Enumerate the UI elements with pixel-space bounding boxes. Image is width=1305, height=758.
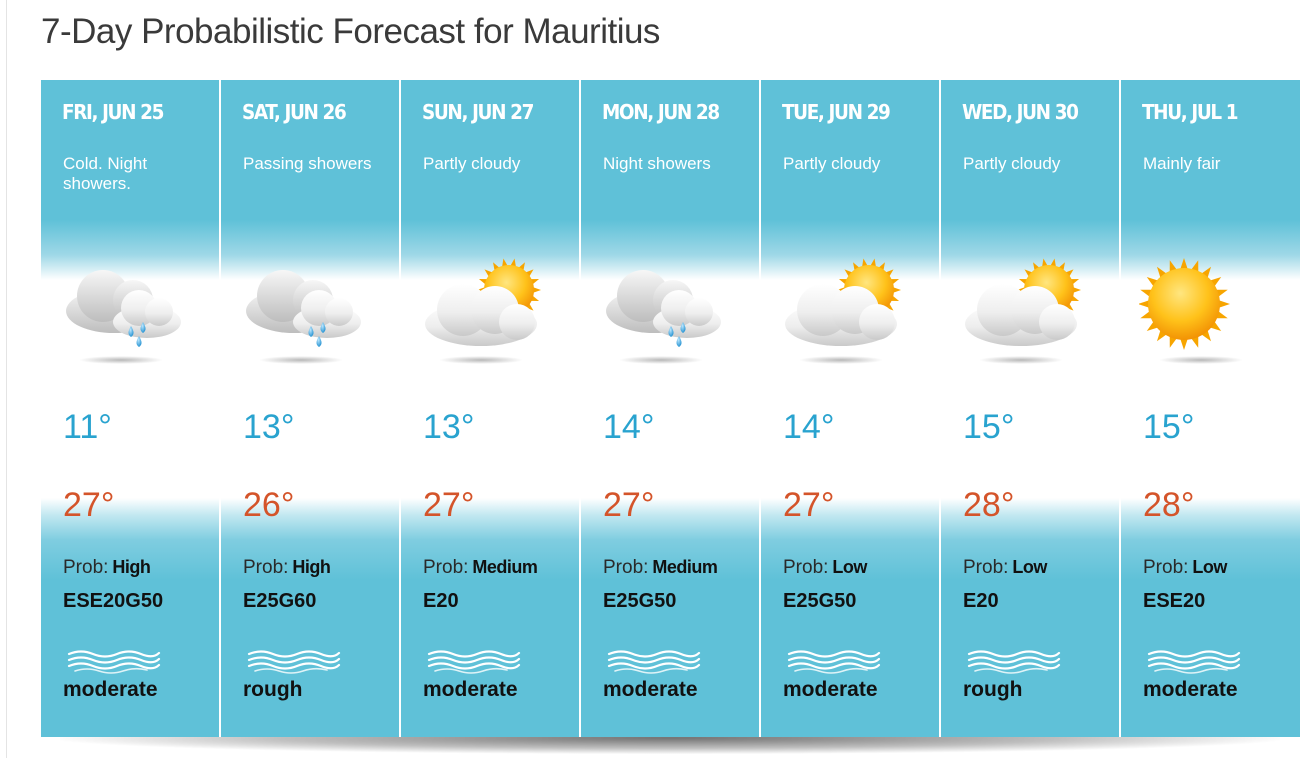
high-temperature: 27° — [423, 486, 475, 524]
page-title: 7-Day Probabilistic Forecast for Mauriti… — [41, 12, 660, 51]
probability-label: Prob: — [783, 557, 829, 578]
low-temperature: 14° — [783, 408, 835, 446]
sea-state: moderate — [423, 678, 518, 701]
day-description: Passing showers — [243, 154, 372, 173]
wind: E20 — [963, 590, 999, 612]
sea-state: rough — [963, 678, 1023, 701]
sea-wave-icon — [427, 650, 521, 674]
probability-label: Prob: — [423, 557, 469, 578]
high-temperature: 27° — [783, 486, 835, 524]
sea-state: moderate — [783, 678, 878, 701]
probability: Prob: High — [63, 557, 151, 579]
sea-state: rough — [243, 678, 303, 701]
high-temperature: 27° — [603, 486, 655, 524]
wind: E25G50 — [603, 590, 677, 612]
probability-label: Prob: — [963, 557, 1009, 578]
sea-wave-icon — [247, 650, 341, 674]
low-temperature: 15° — [963, 408, 1015, 446]
probability-value: Medium — [472, 557, 538, 577]
day-description: Night showers — [603, 154, 711, 173]
day-name: SAT, JUN 26 — [242, 100, 347, 124]
low-temperature: 13° — [243, 408, 295, 446]
probability-label: Prob: — [603, 557, 649, 578]
high-temperature: 28° — [1143, 486, 1195, 524]
wind: ESE20 — [1143, 590, 1206, 612]
day-description: Partly cloudy — [423, 154, 521, 173]
probability-label: Prob: — [63, 557, 109, 578]
sea-wave-icon — [1147, 650, 1241, 674]
panel-shadow — [60, 734, 1280, 754]
cloud-rain-icon — [239, 256, 369, 366]
low-temperature: 14° — [603, 408, 655, 446]
sea-state: moderate — [1143, 678, 1238, 701]
sea-wave-icon — [787, 650, 881, 674]
high-temperature: 28° — [963, 486, 1015, 524]
wind: E20 — [423, 590, 459, 612]
cloud-rain-icon — [59, 256, 189, 366]
day-name: MON, JUN 28 — [602, 100, 720, 124]
sea-wave-icon — [607, 650, 701, 674]
day-description: Cold. Night showers. — [63, 154, 148, 193]
probability: Prob: Low — [1143, 557, 1227, 579]
probability: Prob: Low — [963, 557, 1047, 579]
probability-label: Prob: — [1143, 557, 1189, 578]
sea-wave-icon — [967, 650, 1061, 674]
probability-value: Low — [832, 557, 867, 577]
probability-value: High — [292, 557, 331, 577]
partly-cloudy-icon — [779, 256, 909, 366]
high-temperature: 26° — [243, 486, 295, 524]
probability: Prob: Medium — [603, 557, 718, 579]
probability-label: Prob: — [243, 557, 289, 578]
day-card-3: SUN, JUN 27 Partly cloudy 13° 27° Prob: M… — [401, 80, 581, 737]
day-card-4: MON, JUN 28 Night showers 14° 27° Prob: M… — [581, 80, 761, 737]
partly-cloudy-icon — [419, 256, 549, 366]
probability-value: High — [112, 557, 151, 577]
sun-icon — [1138, 256, 1269, 366]
forecast-panel: FRI, JUN 25 Cold. Night showers. 11° 27°… — [41, 80, 1300, 737]
day-name: SUN, JUN 27 — [422, 100, 534, 124]
low-temperature: 13° — [423, 408, 475, 446]
sea-wave-icon — [67, 650, 161, 674]
day-name: WED, JUN 30 — [962, 100, 1079, 124]
probability: Prob: Low — [783, 557, 867, 579]
low-temperature: 11° — [63, 408, 112, 446]
day-name: FRI, JUN 25 — [62, 100, 164, 124]
day-card-7: THU, JUL 1 Mainly fair 15° 28° Prob: Low … — [1121, 80, 1300, 737]
day-card-2: SAT, JUN 26 Passing showers 13° 26° Prob… — [221, 80, 401, 737]
partly-cloudy-icon — [959, 256, 1089, 366]
page-left-rule — [6, 0, 7, 758]
day-description: Partly cloudy — [963, 154, 1061, 173]
day-card-6: WED, JUN 30 Partly cloudy 15° 28° Prob: L… — [941, 80, 1121, 737]
day-name: TUE, JUN 29 — [782, 100, 891, 124]
cloud-rain-icon — [599, 256, 729, 366]
probability-value: Low — [1192, 557, 1227, 577]
wind: E25G50 — [783, 590, 857, 612]
day-description: Partly cloudy — [783, 154, 881, 173]
day-description: Mainly fair — [1143, 154, 1221, 173]
probability: Prob: Medium — [423, 557, 538, 579]
low-temperature: 15° — [1143, 408, 1195, 446]
probability-value: Low — [1012, 557, 1047, 577]
day-card-5: TUE, JUN 29 Partly cloudy 14° 27° Prob: L… — [761, 80, 941, 737]
probability: Prob: High — [243, 557, 331, 579]
day-name: THU, JUL 1 — [1142, 100, 1239, 124]
wind: E25G60 — [243, 590, 317, 612]
sea-state: moderate — [603, 678, 698, 701]
wind: ESE20G50 — [63, 590, 164, 612]
sea-state: moderate — [63, 678, 158, 701]
day-card-1: FRI, JUN 25 Cold. Night showers. 11° 27°… — [41, 80, 221, 737]
probability-value: Medium — [652, 557, 718, 577]
high-temperature: 27° — [63, 486, 115, 524]
